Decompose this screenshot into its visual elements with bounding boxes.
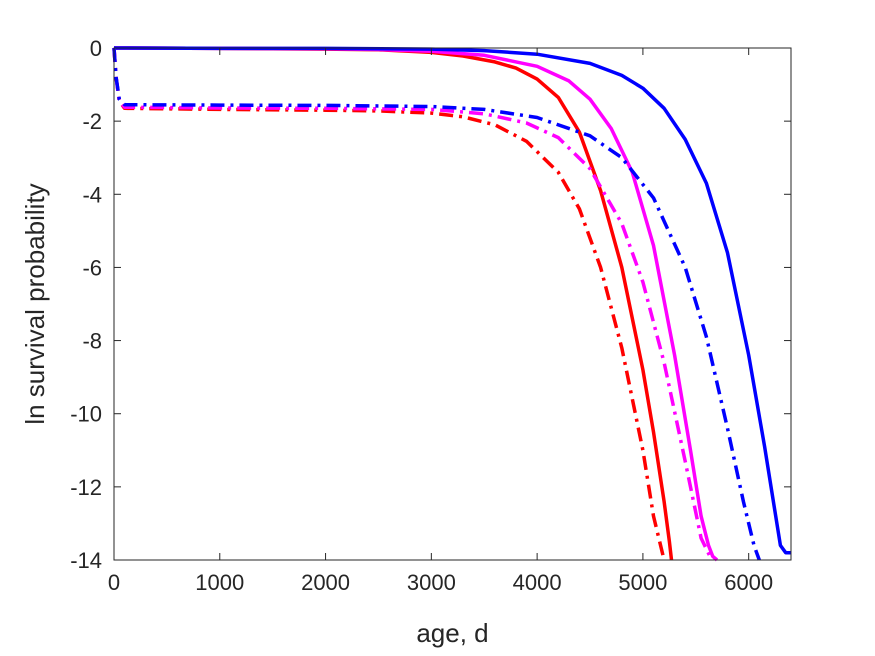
plot-background	[114, 48, 791, 560]
x-tick-label: 2000	[301, 570, 350, 595]
x-tick-label: 0	[108, 570, 120, 595]
x-tick-label: 1000	[195, 570, 244, 595]
y-tick-label: -6	[82, 255, 102, 280]
y-tick-label: -8	[82, 329, 102, 354]
series-line-6-dashdot	[112, 47, 761, 561]
y-axis-title: ln survival probability	[20, 183, 50, 424]
y-tick-label: -4	[82, 182, 102, 207]
series-layer	[112, 46, 791, 562]
plot-area	[114, 48, 791, 560]
x-tick-label: 6000	[724, 570, 773, 595]
y-tick-label: -10	[70, 402, 102, 427]
y-tick-label: -14	[70, 548, 102, 573]
series-line-3-solid	[113, 46, 791, 555]
axes	[113, 47, 792, 561]
x-tick-label: 3000	[407, 570, 456, 595]
y-tick-label: -12	[70, 475, 102, 500]
axes-box	[113, 47, 792, 561]
x-tick-label: 4000	[513, 570, 562, 595]
y-tick-label: -2	[82, 109, 102, 134]
tick-labels: 0 1000 2000 3000 4000 5000 6000 0 -2 -4 -6 -8 -10 -12…	[70, 36, 773, 595]
y-tick-label: 0	[90, 36, 102, 61]
x-axis-title: age, d	[416, 618, 488, 648]
x-tick-label: 5000	[618, 570, 667, 595]
